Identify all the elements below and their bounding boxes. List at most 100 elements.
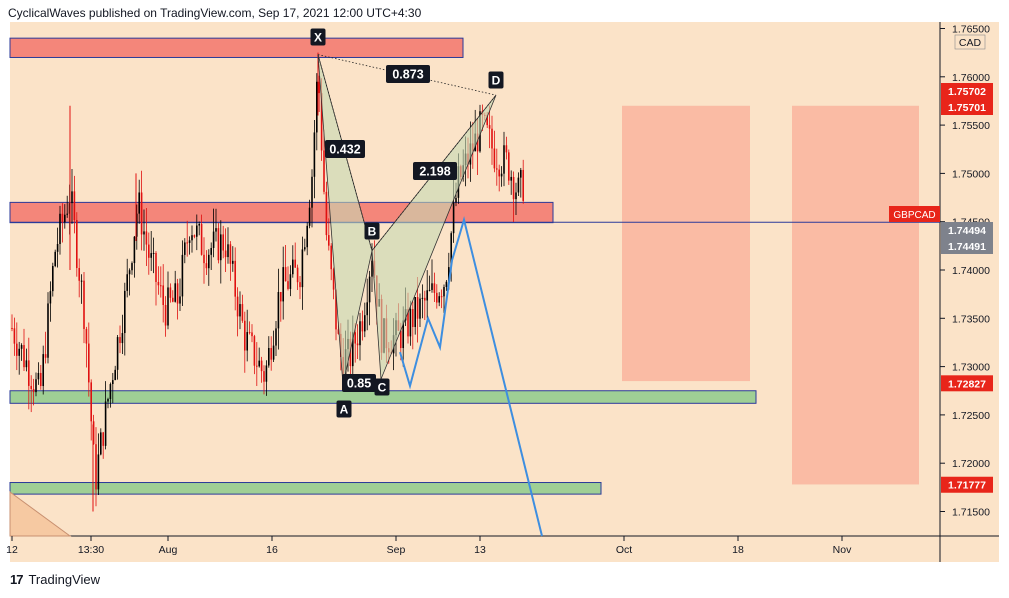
svg-text:1.72827: 1.72827 <box>948 378 986 390</box>
time-axis-background <box>10 536 999 562</box>
candle <box>133 235 136 278</box>
candle <box>445 280 448 291</box>
candle <box>18 341 20 375</box>
candle <box>217 223 220 264</box>
svg-text:1.76000: 1.76000 <box>952 72 990 84</box>
candle <box>220 220 222 284</box>
ratio-label: 0.873 <box>386 65 430 83</box>
point-label-c: C <box>374 378 390 396</box>
candle <box>215 208 217 242</box>
candle <box>296 264 299 291</box>
candle <box>188 236 191 255</box>
x-tick-label: Oct <box>616 536 632 556</box>
candle <box>330 243 332 281</box>
candle <box>121 314 124 354</box>
candle <box>152 237 155 274</box>
candle <box>203 237 205 284</box>
candle <box>234 247 236 311</box>
candle <box>488 105 491 149</box>
y-tick-label: 1.75000 <box>940 168 990 180</box>
candle <box>83 271 85 344</box>
candle <box>258 347 260 368</box>
svg-text:0.432: 0.432 <box>329 143 360 157</box>
x-tick-label: 13 <box>474 536 486 556</box>
candle <box>167 271 169 330</box>
candle <box>59 205 61 255</box>
candle <box>493 130 496 173</box>
candle <box>239 291 241 330</box>
candle <box>90 379 92 441</box>
svg-text:B: B <box>368 225 377 239</box>
candle <box>272 330 275 363</box>
candle <box>212 208 215 258</box>
svg-text:13: 13 <box>474 544 486 556</box>
candle <box>32 378 35 406</box>
x-tick-label: Nov <box>833 536 852 556</box>
candle <box>256 342 258 387</box>
candle <box>438 292 440 307</box>
candle <box>308 199 311 229</box>
candle <box>148 232 150 275</box>
candle <box>128 268 131 296</box>
candle <box>191 225 193 253</box>
candle <box>299 275 301 300</box>
y-tick-label: 1.73000 <box>940 362 990 374</box>
y-tick-label: 1.73500 <box>940 313 990 325</box>
svg-text:16: 16 <box>266 544 278 556</box>
candle <box>311 169 313 228</box>
point-label-b: B <box>364 222 380 240</box>
candle <box>440 289 443 309</box>
candle <box>138 179 140 224</box>
candle <box>176 278 179 320</box>
candle <box>241 294 244 323</box>
candle <box>40 364 42 390</box>
candle <box>313 119 316 199</box>
candle <box>100 428 102 456</box>
candle <box>30 375 32 413</box>
candle <box>172 290 174 303</box>
candle <box>289 265 292 297</box>
candle <box>61 203 64 243</box>
point-label-d: D <box>488 71 504 89</box>
candle <box>522 159 524 204</box>
candle <box>246 309 248 362</box>
point-label-x: X <box>310 28 326 46</box>
candle <box>270 336 272 371</box>
candle <box>275 321 277 357</box>
x-tick-label: 18 <box>732 536 744 556</box>
candle <box>268 336 270 368</box>
candle <box>426 270 428 319</box>
svg-text:C: C <box>378 381 387 395</box>
currency-label: CAD <box>954 34 986 50</box>
x-tick-label: Sep <box>387 536 405 556</box>
candle <box>78 258 80 298</box>
price-label: 1.71777 <box>941 476 993 493</box>
candle <box>421 284 424 319</box>
ratio-label: 2.198 <box>413 162 457 180</box>
svg-text:1.75500: 1.75500 <box>952 120 990 132</box>
svg-text:D: D <box>492 74 501 88</box>
svg-text:GBPCAD: GBPCAD <box>893 210 935 221</box>
candle <box>11 314 13 332</box>
candle <box>301 236 304 310</box>
candle <box>193 234 196 239</box>
svg-text:1.71500: 1.71500 <box>952 507 990 519</box>
candle <box>88 322 90 397</box>
candle <box>265 360 268 396</box>
svg-text:1.72500: 1.72500 <box>952 410 990 422</box>
candle <box>277 268 280 350</box>
svg-text:0.873: 0.873 <box>392 68 423 82</box>
candle <box>366 278 368 331</box>
candle <box>76 212 78 277</box>
candle <box>179 278 181 311</box>
candle <box>56 227 59 268</box>
target-box-1 <box>622 105 750 382</box>
candle <box>198 221 200 236</box>
candle <box>508 149 510 185</box>
candle <box>73 175 76 234</box>
candle <box>119 325 121 354</box>
candle <box>306 222 308 256</box>
candle <box>164 296 167 337</box>
svg-text:1.74000: 1.74000 <box>952 265 990 277</box>
